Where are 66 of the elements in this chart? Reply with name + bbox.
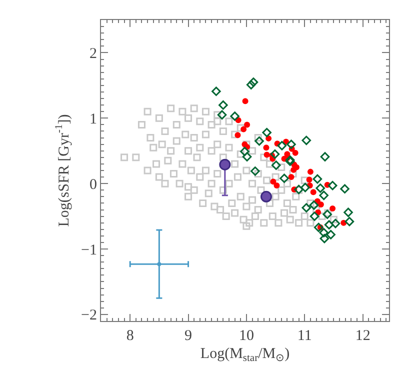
point	[248, 78, 258, 87]
point	[270, 149, 280, 159]
point	[324, 220, 334, 230]
point	[280, 174, 289, 183]
point	[244, 122, 250, 128]
x-tick-label: 9	[184, 328, 192, 344]
point	[302, 136, 312, 146]
point	[263, 144, 270, 151]
y-tick-label: 0	[90, 176, 97, 193]
x-tick-label: 10	[238, 328, 254, 344]
point	[340, 184, 350, 194]
point	[230, 112, 240, 121]
point	[266, 135, 272, 142]
point	[250, 166, 260, 176]
x-tick-label: 8	[126, 328, 134, 344]
point	[320, 152, 330, 162]
point	[290, 166, 297, 173]
point	[270, 178, 276, 185]
point	[306, 176, 312, 183]
point	[217, 110, 227, 120]
y-tick-label: 2	[90, 46, 97, 62]
point	[314, 222, 324, 232]
point	[319, 190, 328, 200]
point	[262, 128, 272, 138]
point	[312, 174, 322, 184]
point	[300, 182, 310, 192]
point	[320, 234, 330, 244]
point	[218, 100, 228, 110]
point	[302, 203, 312, 212]
point	[240, 126, 247, 132]
point	[309, 200, 319, 210]
point	[344, 216, 354, 226]
point	[264, 152, 270, 158]
point	[246, 80, 256, 90]
point	[274, 182, 280, 189]
point	[157, 262, 162, 266]
y-tick-label: 1	[90, 111, 97, 128]
point	[240, 146, 250, 156]
y-tick-label: −2	[81, 308, 97, 324]
point	[319, 228, 328, 238]
point	[277, 140, 287, 150]
point	[271, 160, 281, 170]
point	[326, 230, 336, 240]
point	[330, 218, 340, 228]
point	[292, 150, 298, 156]
point	[286, 140, 296, 149]
x-tick-label: 12	[355, 328, 370, 344]
point	[288, 174, 294, 180]
x-axis-title: Log(M$_{star}$/M$_{⊙}$)	[200, 346, 290, 364]
point	[219, 158, 231, 170]
point	[344, 208, 353, 218]
point	[254, 136, 264, 146]
point	[328, 180, 338, 190]
x-tick-label: 11	[297, 328, 312, 344]
point	[242, 152, 252, 162]
point	[310, 212, 320, 221]
y-tick-label: −1	[81, 242, 97, 258]
point	[234, 132, 241, 138]
point	[212, 86, 221, 96]
point	[242, 98, 248, 104]
point	[318, 202, 324, 208]
point	[330, 205, 336, 212]
point	[307, 168, 314, 175]
point	[316, 184, 325, 193]
point	[260, 190, 272, 202]
point	[310, 189, 316, 196]
